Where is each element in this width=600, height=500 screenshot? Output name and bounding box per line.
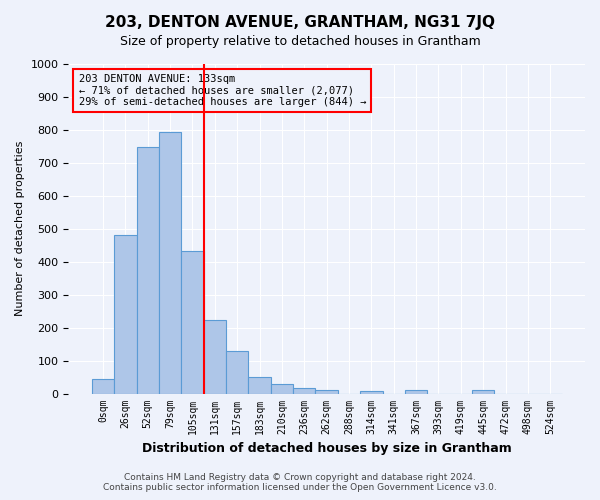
Bar <box>271 384 293 394</box>
Bar <box>159 132 181 394</box>
Bar <box>360 391 383 394</box>
Text: 203 DENTON AVENUE: 133sqm
← 71% of detached houses are smaller (2,077)
29% of se: 203 DENTON AVENUE: 133sqm ← 71% of detac… <box>79 74 366 107</box>
Text: 203, DENTON AVENUE, GRANTHAM, NG31 7JQ: 203, DENTON AVENUE, GRANTHAM, NG31 7JQ <box>105 15 495 30</box>
Bar <box>203 320 226 394</box>
Bar <box>316 390 338 394</box>
X-axis label: Distribution of detached houses by size in Grantham: Distribution of detached houses by size … <box>142 442 512 455</box>
Text: Size of property relative to detached houses in Grantham: Size of property relative to detached ho… <box>119 35 481 48</box>
Bar <box>405 390 427 394</box>
Y-axis label: Number of detached properties: Number of detached properties <box>15 141 25 316</box>
Bar <box>293 388 316 394</box>
Text: Contains HM Land Registry data © Crown copyright and database right 2024.
Contai: Contains HM Land Registry data © Crown c… <box>103 473 497 492</box>
Bar <box>137 147 159 394</box>
Bar <box>92 378 114 394</box>
Bar <box>114 236 137 394</box>
Bar <box>181 251 203 394</box>
Bar <box>248 377 271 394</box>
Bar <box>226 350 248 394</box>
Bar <box>472 390 494 394</box>
